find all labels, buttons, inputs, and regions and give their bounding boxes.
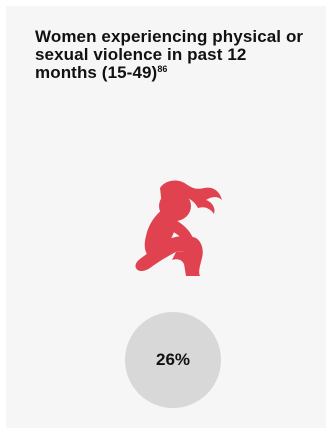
card-title: Women experiencing physical or sexual vi… bbox=[35, 28, 305, 82]
stat-value: 26% bbox=[155, 350, 191, 369]
distressed-woman-icon bbox=[135, 180, 222, 276]
card-title-text: Women experiencing physical or sexual vi… bbox=[35, 27, 304, 82]
indicator-card: Women experiencing physical or sexual vi… bbox=[6, 6, 326, 428]
stat-circle: 26% bbox=[125, 312, 221, 408]
footnote-marker: 86 bbox=[157, 64, 168, 74]
